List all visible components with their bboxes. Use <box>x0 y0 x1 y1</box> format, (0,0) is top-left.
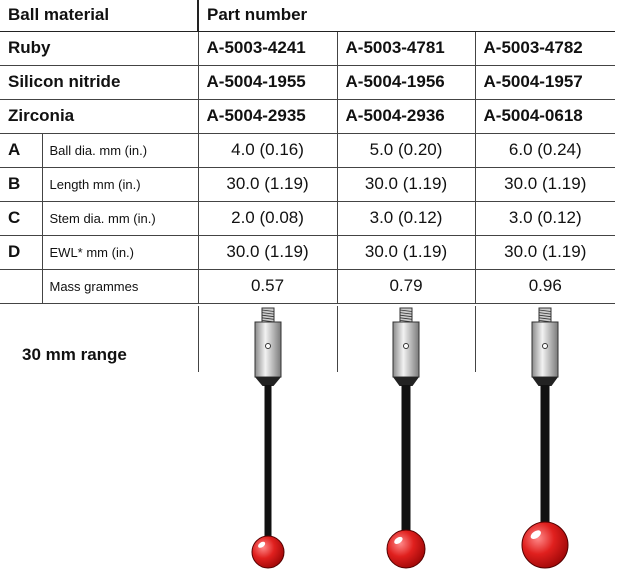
thread-line <box>261 317 275 320</box>
highlight <box>530 530 541 539</box>
taper <box>255 377 281 386</box>
row: Ruby A-5003-4241 A-5003-4781 A-5003-4782 <box>0 31 616 66</box>
thread-line <box>538 312 552 315</box>
cell: 30.0 (1.19) <box>197 235 338 270</box>
row: Mass grammes 0.57 0.79 0.96 <box>0 269 616 304</box>
row: Zirconia A-5004-2935 A-5004-2936 A-5004-061… <box>0 99 616 134</box>
divider <box>475 306 476 372</box>
table-body: Ball material Part number Ruby A-5003-424… <box>0 0 616 304</box>
ball <box>386 529 426 569</box>
highlight <box>258 541 266 548</box>
cell: 30.0 (1.19) <box>474 167 616 202</box>
thread-line <box>399 314 413 318</box>
thread-line <box>538 317 552 320</box>
row: B Length mm (in.) 30.0 (1.19) 30.0 (1.19) 30… <box>0 167 616 202</box>
range-label: 30 mm range <box>22 345 127 364</box>
row: C Stem dia. mm (in.) 2.0 (0.08) 3.0 (0.12) 3… <box>0 201 616 236</box>
cell: A <box>0 133 42 168</box>
cell: Length mm (in.) <box>41 167 199 202</box>
cell: D <box>0 235 42 270</box>
cell: Ruby <box>0 31 199 66</box>
body <box>531 321 559 378</box>
header-cell: Ball material <box>0 0 199 32</box>
body <box>254 321 282 378</box>
cell: A-5003-4781 <box>336 31 476 66</box>
stem <box>264 385 272 541</box>
thread-line <box>261 314 275 318</box>
highlight <box>394 536 403 545</box>
ball <box>521 521 569 569</box>
cell: 30.0 (1.19) <box>197 167 338 202</box>
cell: 30.0 (1.19) <box>336 167 476 202</box>
spec-table: Ball material Part number Ruby A-5003-424… <box>0 0 616 304</box>
divider <box>337 306 338 372</box>
cell: 5.0 (0.20) <box>336 133 476 168</box>
row: A Ball dia. mm (in.) 4.0 (0.16) 5.0 (0.20) 6… <box>0 133 616 168</box>
cell: 3.0 (0.12) <box>474 201 616 236</box>
thread-line <box>261 309 275 312</box>
cell: A-5004-1957 <box>474 65 616 100</box>
cell: B <box>0 167 42 202</box>
hole <box>265 343 271 349</box>
row: D EWL* mm (in.) 30.0 (1.19) 30.0 (1.19) 30.0… <box>0 235 616 270</box>
header-row: Ball material Part number <box>0 0 616 32</box>
cell: 2.0 (0.08) <box>197 201 338 236</box>
thread-line <box>538 314 552 318</box>
cell: Silicon nitride <box>0 65 199 100</box>
cell: A-5003-4241 <box>197 31 338 66</box>
cell: 0.96 <box>474 269 616 304</box>
cell: 30.0 (1.19) <box>336 235 476 270</box>
thread-line <box>399 317 413 320</box>
cell: A-5004-1956 <box>336 65 476 100</box>
cell: Stem dia. mm (in.) <box>41 201 199 236</box>
body <box>392 321 420 378</box>
thread-line <box>538 309 552 312</box>
stem <box>401 385 411 535</box>
cell: 4.0 (0.16) <box>197 133 338 168</box>
cell <box>0 269 42 304</box>
cell: 30.0 (1.19) <box>474 235 616 270</box>
cell: A-5004-2935 <box>197 99 338 134</box>
cell: A-5004-1955 <box>197 65 338 100</box>
thread-line <box>399 312 413 315</box>
cell: Mass grammes <box>41 269 199 304</box>
cell: C <box>0 201 42 236</box>
hole <box>542 343 548 349</box>
header-cell: Part number <box>197 0 616 32</box>
cell: 0.79 <box>336 269 476 304</box>
cell: A-5004-0618 <box>474 99 616 134</box>
taper <box>532 377 558 386</box>
cell: Ball dia. mm (in.) <box>41 133 199 168</box>
cell: 3.0 (0.12) <box>336 201 476 236</box>
cell: A-5003-4782 <box>474 31 616 66</box>
styli-group <box>251 307 569 569</box>
stem <box>540 385 550 527</box>
hole <box>403 343 409 349</box>
divider <box>198 306 199 372</box>
row: Silicon nitride A-5004-1955 A-5004-1956 A-5… <box>0 65 616 100</box>
cell: A-5004-2936 <box>336 99 476 134</box>
cell: 0.57 <box>197 269 338 304</box>
ball <box>251 535 285 569</box>
thread-line <box>261 312 275 315</box>
cell: 6.0 (0.24) <box>474 133 616 168</box>
taper <box>393 377 419 386</box>
cell: EWL* mm (in.) <box>41 235 199 270</box>
thread-line <box>399 309 413 312</box>
cell: Zirconia <box>0 99 199 134</box>
